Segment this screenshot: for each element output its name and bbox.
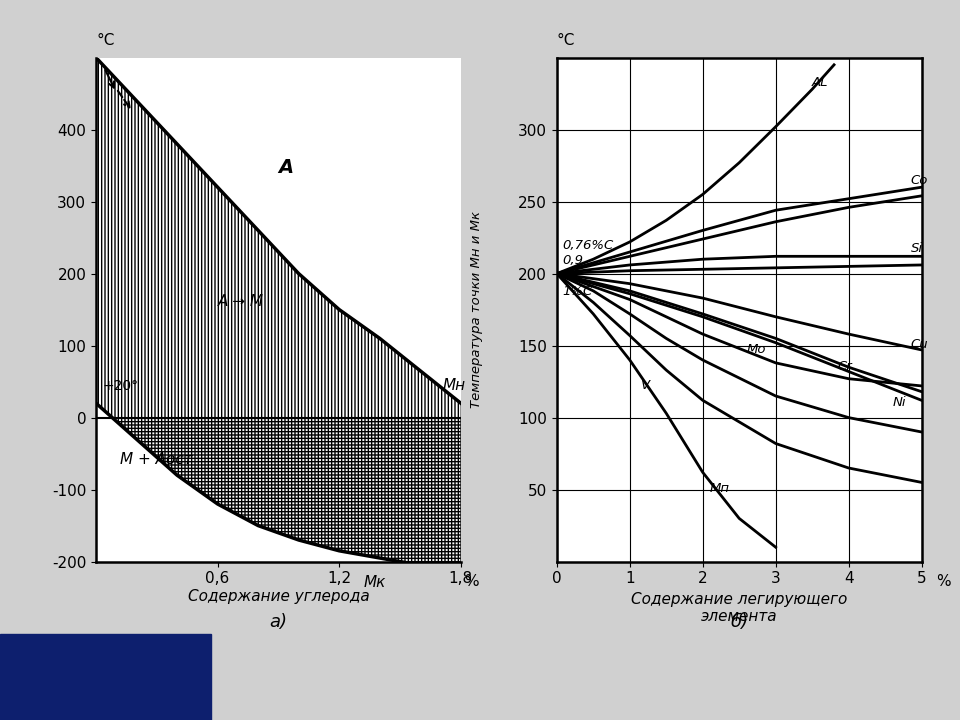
Text: А → М: А → М xyxy=(218,294,264,309)
Text: V: V xyxy=(640,379,650,392)
Polygon shape xyxy=(0,634,211,720)
Text: Мн: Мн xyxy=(443,378,466,393)
Text: 1%С: 1%С xyxy=(563,285,593,298)
Text: °С: °С xyxy=(557,32,575,48)
Text: Ni: Ni xyxy=(893,396,906,409)
Text: °С: °С xyxy=(96,32,114,48)
Text: 0,76%С: 0,76%С xyxy=(563,239,613,252)
Text: Мк: Мк xyxy=(364,575,386,590)
Text: Cr: Cr xyxy=(838,360,852,373)
Text: А: А xyxy=(278,158,294,177)
Polygon shape xyxy=(96,403,461,576)
Text: AL: AL xyxy=(812,76,828,89)
Text: %: % xyxy=(465,575,479,589)
Polygon shape xyxy=(96,58,461,576)
Text: %: % xyxy=(936,575,950,589)
Text: Cu: Cu xyxy=(911,338,928,351)
X-axis label: Содержание легирующего
элемента: Содержание легирующего элемента xyxy=(631,592,848,624)
Text: Мп: Мп xyxy=(710,482,730,495)
Text: Температура точки Мн и Мк: Температура точки Мн и Мк xyxy=(470,211,483,408)
X-axis label: Содержание углерода: Содержание углерода xyxy=(187,589,370,604)
Text: М + Аост: М + Аост xyxy=(120,452,193,467)
Text: Si: Si xyxy=(911,242,923,255)
Text: б): б) xyxy=(731,613,748,631)
Text: +20°: +20° xyxy=(102,379,138,393)
Text: а): а) xyxy=(270,613,287,631)
Text: Co: Co xyxy=(911,174,928,187)
Text: 0,9: 0,9 xyxy=(563,253,584,266)
Text: Mo: Mo xyxy=(747,343,766,356)
